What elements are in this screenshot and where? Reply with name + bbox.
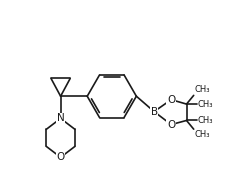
Text: CH₃: CH₃ xyxy=(197,100,213,109)
Text: O: O xyxy=(167,95,175,105)
Text: B: B xyxy=(151,107,158,117)
Text: O: O xyxy=(57,152,65,162)
Text: N: N xyxy=(57,113,64,123)
Text: CH₃: CH₃ xyxy=(194,85,210,94)
Text: CH₃: CH₃ xyxy=(194,130,210,139)
Text: CH₃: CH₃ xyxy=(197,116,213,125)
Text: O: O xyxy=(167,120,175,130)
